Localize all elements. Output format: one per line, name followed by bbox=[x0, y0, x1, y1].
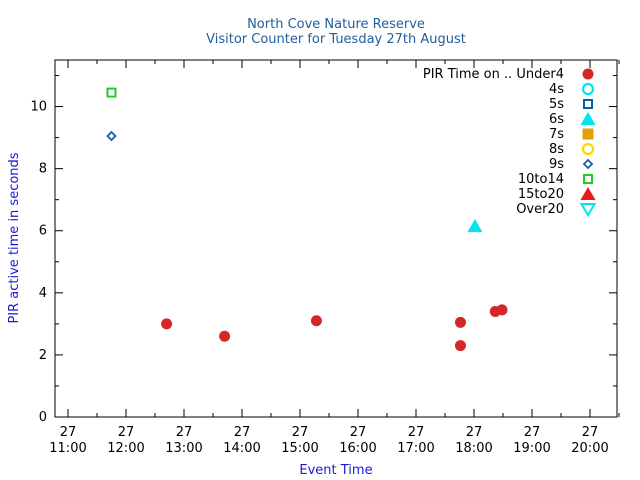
y-tick-label: 0 bbox=[39, 410, 47, 425]
data-points bbox=[106, 87, 508, 352]
data-point-under4 bbox=[219, 330, 231, 342]
x-tick-label-time: 15:00 bbox=[281, 441, 318, 456]
x-tick-label-day: 27 bbox=[408, 425, 425, 440]
x-axis: 2711:002712:002713:002714:002715:002716:… bbox=[49, 60, 620, 456]
y-tick-label: 2 bbox=[39, 348, 47, 363]
x-tick-label-time: 11:00 bbox=[49, 441, 86, 456]
legend-label: PIR Time on .. Under4 bbox=[423, 67, 564, 82]
legend-label: 7s bbox=[549, 127, 564, 142]
x-tick-label-day: 27 bbox=[292, 425, 309, 440]
x-tick-label-time: 18:00 bbox=[455, 441, 492, 456]
legend-label: 6s bbox=[549, 112, 564, 127]
plot-area-frame bbox=[54, 59, 618, 418]
x-tick-label-day: 27 bbox=[524, 425, 541, 440]
legend-marker-under4 bbox=[582, 68, 594, 80]
legend-marker-15to20 bbox=[580, 187, 596, 200]
legend-marker-6s bbox=[580, 112, 596, 125]
x-tick-label-time: 16:00 bbox=[339, 441, 376, 456]
legend-label: 9s bbox=[549, 157, 564, 172]
x-axis-label: Event Time bbox=[299, 463, 372, 478]
data-point-under4 bbox=[161, 318, 173, 330]
legend-marker-8s bbox=[581, 142, 595, 156]
y-tick-label: 10 bbox=[30, 100, 47, 115]
data-point-9s bbox=[106, 130, 117, 142]
x-tick-label-day: 27 bbox=[60, 425, 77, 440]
data-point-under4 bbox=[454, 316, 466, 328]
legend-marker-5s bbox=[583, 99, 593, 109]
data-point-under4 bbox=[496, 304, 508, 316]
legend-marker-7s bbox=[582, 128, 594, 140]
data-point-6s bbox=[467, 219, 483, 233]
legend-label: 4s bbox=[549, 82, 564, 97]
x-tick-label-time: 12:00 bbox=[107, 441, 144, 456]
chart-subtitle: Visitor Counter for Tuesday 27th August bbox=[206, 32, 466, 47]
data-point-under4 bbox=[310, 315, 322, 327]
x-tick-label-time: 14:00 bbox=[223, 441, 260, 456]
legend-marker-4s bbox=[581, 82, 595, 96]
x-tick-label-day: 27 bbox=[176, 425, 193, 440]
x-tick-label-day: 27 bbox=[350, 425, 367, 440]
x-tick-label-day: 27 bbox=[118, 425, 135, 440]
legend-marker-over20 bbox=[579, 203, 597, 217]
y-axis-label: PIR active time in seconds bbox=[7, 152, 22, 323]
x-tick-label-day: 27 bbox=[466, 425, 483, 440]
legend-label: 8s bbox=[549, 142, 564, 157]
x-tick-label-day: 27 bbox=[234, 425, 251, 440]
legend-marker-9s bbox=[582, 158, 594, 170]
x-tick-label-day: 27 bbox=[582, 425, 599, 440]
legend-label: Over20 bbox=[516, 202, 564, 217]
legend-label: 15to20 bbox=[518, 187, 564, 202]
x-tick-label-time: 17:00 bbox=[397, 441, 434, 456]
legend-label: 10to14 bbox=[518, 172, 564, 187]
legend: PIR Time on .. Under44s5s6s7s8s9s10to141… bbox=[423, 67, 597, 217]
chart-title: North Cove Nature Reserve bbox=[247, 17, 425, 32]
y-tick-label: 8 bbox=[39, 162, 47, 177]
y-axis: 0 2 4 6 8 10 bbox=[30, 75, 617, 425]
x-tick-label-time: 19:00 bbox=[513, 441, 550, 456]
legend-marker-10to14 bbox=[583, 174, 593, 184]
x-tick-label-time: 13:00 bbox=[165, 441, 202, 456]
y-tick-label: 4 bbox=[39, 286, 47, 301]
y-tick-label: 6 bbox=[39, 224, 47, 239]
data-point-under4 bbox=[454, 340, 466, 352]
data-point-10to14 bbox=[106, 87, 117, 98]
legend-label: 5s bbox=[549, 97, 564, 112]
x-tick-label-time: 20:00 bbox=[571, 441, 608, 456]
